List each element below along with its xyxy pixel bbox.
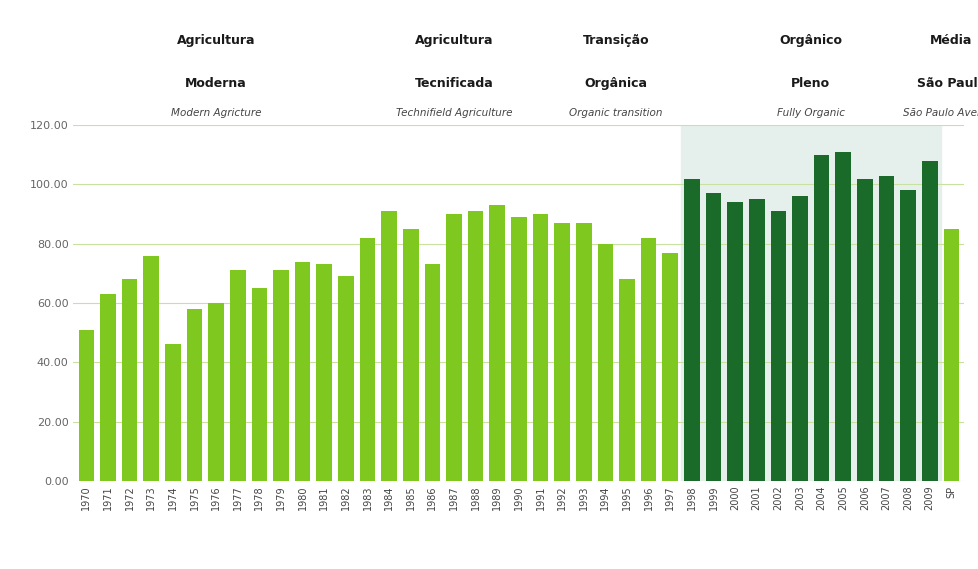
Bar: [878, 176, 893, 481]
Bar: [705, 193, 721, 481]
Bar: [681, 125, 940, 481]
Bar: [748, 199, 764, 481]
Text: Agricultura: Agricultura: [177, 34, 255, 47]
Bar: [618, 279, 634, 481]
Bar: [921, 160, 937, 481]
Bar: [834, 152, 850, 481]
Bar: [230, 270, 245, 481]
Text: Pleno: Pleno: [790, 77, 829, 89]
Bar: [121, 279, 137, 481]
Bar: [187, 309, 202, 481]
Bar: [489, 205, 505, 481]
Bar: [273, 270, 289, 481]
Text: Orgânico: Orgânico: [778, 34, 841, 47]
Text: Agricultura: Agricultura: [415, 34, 493, 47]
Bar: [100, 294, 115, 481]
Text: Modern Agricture: Modern Agricture: [171, 108, 261, 118]
Text: Technifield Agriculture: Technifield Agriculture: [395, 108, 511, 118]
Text: Transição: Transição: [582, 34, 648, 47]
Bar: [532, 214, 548, 481]
Bar: [813, 155, 828, 481]
Bar: [554, 223, 569, 481]
Text: Moderna: Moderna: [185, 77, 246, 89]
Text: Fully Organic: Fully Organic: [776, 108, 844, 118]
Bar: [641, 238, 655, 481]
Bar: [316, 265, 332, 481]
Bar: [208, 303, 224, 481]
Bar: [337, 277, 353, 481]
Bar: [575, 223, 591, 481]
Bar: [900, 191, 915, 481]
Bar: [684, 179, 699, 481]
Bar: [467, 211, 483, 481]
Bar: [424, 265, 440, 481]
Text: São Paulo: São Paulo: [915, 77, 978, 89]
Text: São Paulo Average: São Paulo Average: [902, 108, 978, 118]
Bar: [770, 211, 785, 481]
Bar: [294, 262, 310, 481]
Bar: [856, 179, 871, 481]
Text: Organic transition: Organic transition: [569, 108, 662, 118]
Bar: [597, 244, 612, 481]
Text: Tecnificada: Tecnificada: [415, 77, 493, 89]
Bar: [662, 253, 678, 481]
Bar: [791, 196, 807, 481]
Bar: [165, 344, 181, 481]
Bar: [359, 238, 375, 481]
Bar: [727, 202, 742, 481]
Bar: [251, 288, 267, 481]
Bar: [381, 211, 396, 481]
Bar: [403, 229, 419, 481]
Text: Média: Média: [929, 34, 971, 47]
Bar: [446, 214, 462, 481]
Bar: [511, 217, 526, 481]
Text: Orgânica: Orgânica: [584, 77, 647, 89]
Bar: [943, 229, 958, 481]
Bar: [144, 255, 158, 481]
Bar: [78, 329, 94, 481]
